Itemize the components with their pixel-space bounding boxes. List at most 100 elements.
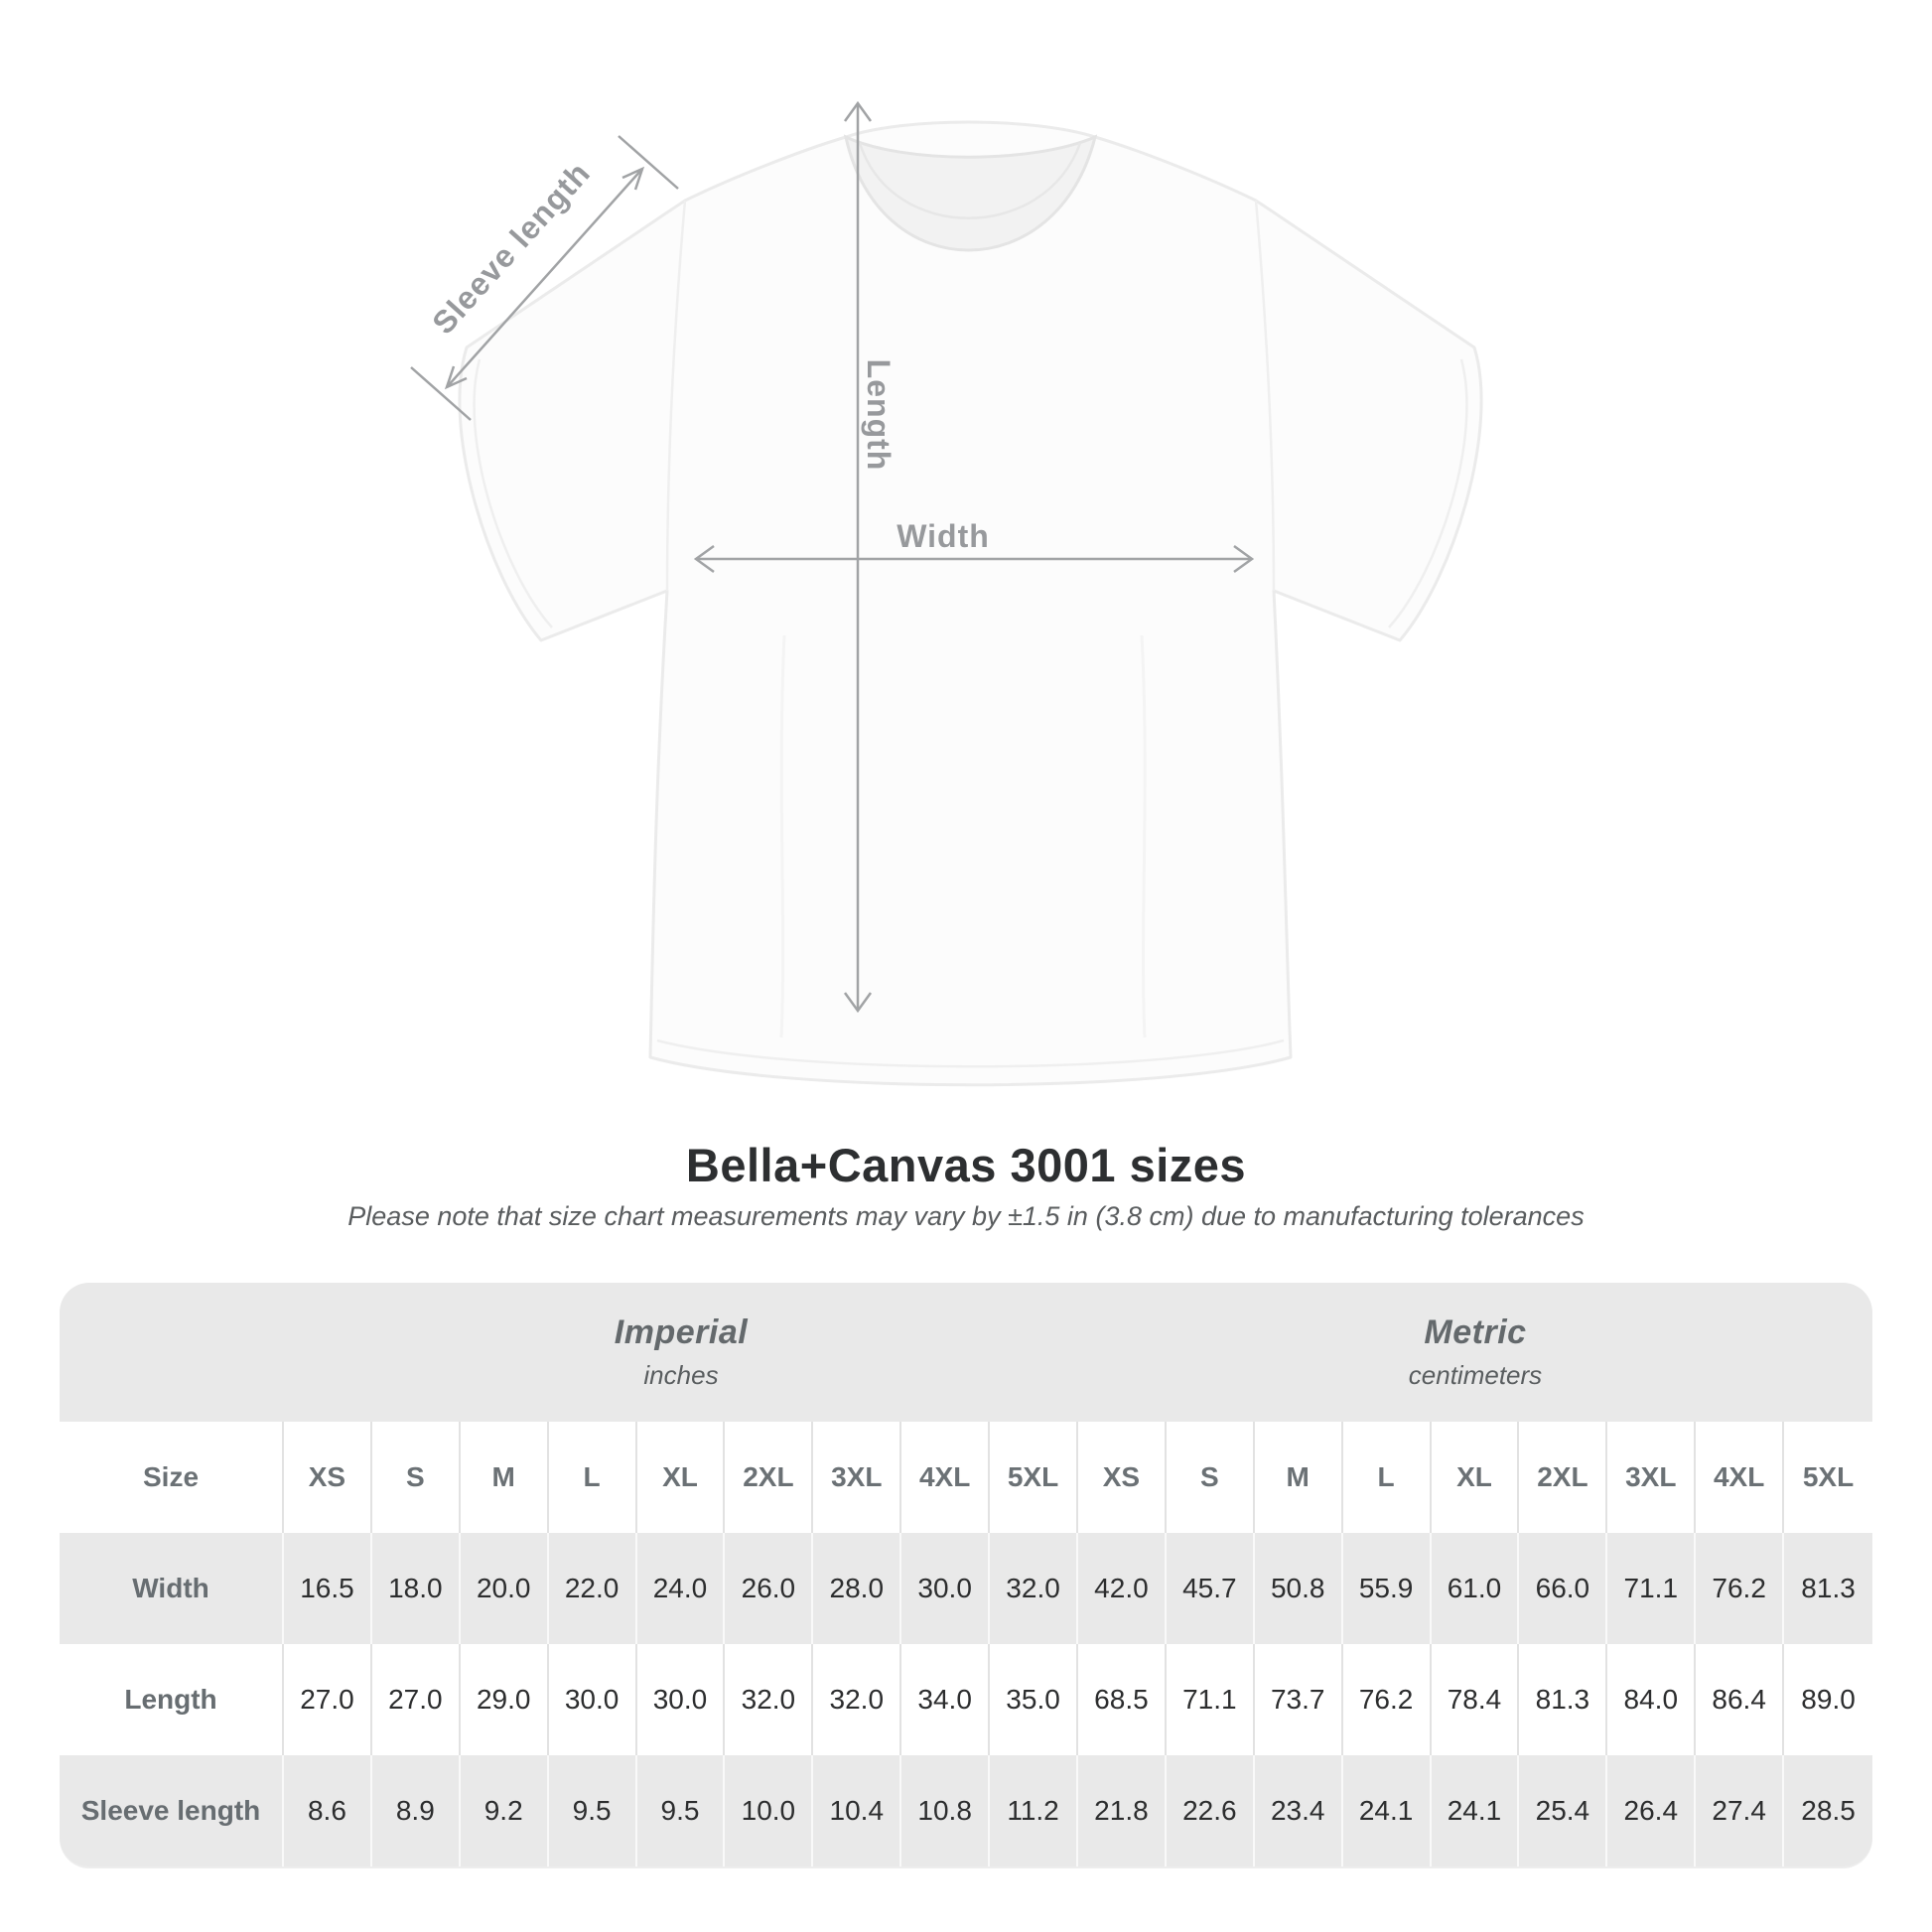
measurement-value-cell: 84.0 <box>1607 1644 1697 1755</box>
metric-group-unit: centimeters <box>1408 1360 1543 1390</box>
row-label-cell: Width <box>60 1533 284 1644</box>
size-header-cell: 2XL <box>725 1422 814 1533</box>
size-header-cell: L <box>548 1422 637 1533</box>
measurement-value-cell: 30.0 <box>636 1644 726 1755</box>
measurement-value-cell: 20.0 <box>461 1533 549 1644</box>
size-header-cell: M <box>1254 1422 1343 1533</box>
size-header-cell: 4XL <box>1696 1422 1785 1533</box>
size-header-cell: 3XL <box>1607 1422 1697 1533</box>
measurement-value-cell: 71.1 <box>1607 1533 1697 1644</box>
tshirt-wrinkle-left <box>779 634 786 1038</box>
imperial-group-name: Imperial <box>614 1313 749 1351</box>
size-header-cell: 4XL <box>901 1422 991 1533</box>
measurement-value-cell: 23.4 <box>1255 1755 1343 1866</box>
tshirt-hem-stitch <box>656 1038 1285 1068</box>
measurement-value-cell: 9.5 <box>637 1755 726 1866</box>
size-header-cell: M <box>460 1422 549 1533</box>
size-header-cell: XL <box>1431 1422 1520 1533</box>
measurement-value-cell: 22.6 <box>1167 1755 1255 1866</box>
measurement-value-cell: 24.1 <box>1343 1755 1432 1866</box>
imperial-group-unit: inches <box>643 1360 719 1390</box>
page-subtitle: Please note that size chart measurements… <box>347 1201 1585 1231</box>
measurement-value-cell: 68.5 <box>1077 1644 1167 1755</box>
measurement-value-cell: 71.1 <box>1166 1644 1255 1755</box>
measurement-value-cell: 9.5 <box>549 1755 637 1866</box>
measurement-value-cell: 30.0 <box>901 1533 991 1644</box>
measurement-value-cell: 61.0 <box>1432 1533 1520 1644</box>
measurement-value-cell: 29.0 <box>460 1644 549 1755</box>
measurement-value-cell: 25.4 <box>1519 1755 1608 1866</box>
tshirt-right-cuff-stitch <box>1388 358 1468 628</box>
measurement-value-cell: 8.6 <box>284 1755 372 1866</box>
size-header-cell: XL <box>636 1422 726 1533</box>
measurement-value-cell: 24.1 <box>1432 1755 1520 1866</box>
size-header-cell: S <box>1166 1422 1255 1533</box>
metric-group-name: Metric <box>1424 1313 1527 1351</box>
measurement-value-cell: 89.0 <box>1784 1644 1872 1755</box>
size-column-header: Size <box>60 1422 284 1533</box>
tshirt-graphic: Sleeve length Length Width <box>410 100 1483 1087</box>
size-header-cell: 2XL <box>1519 1422 1608 1533</box>
size-table: Imperial inches Metric centimeters Size X… <box>60 1283 1872 1866</box>
tshirt-collar-opening <box>843 134 1098 252</box>
length-label: Length <box>861 359 897 472</box>
size-header-cell: L <box>1342 1422 1432 1533</box>
measurement-value-cell: 27.4 <box>1696 1755 1785 1866</box>
row-label-cell: Sleeve length <box>60 1755 284 1866</box>
width-label: Width <box>897 518 990 554</box>
page-title: Bella+Canvas 3001 sizes <box>685 1139 1247 1191</box>
measurement-value-cell: 76.2 <box>1342 1644 1432 1755</box>
tshirt-collar-band-line <box>858 142 1082 219</box>
measurement-value-cell: 81.3 <box>1801 1573 1856 1603</box>
measurement-value-cell: 66.0 <box>1519 1533 1608 1644</box>
tshirt-silhouette <box>458 120 1483 1087</box>
imperial-group-header: Imperial inches <box>284 1283 1078 1422</box>
measurement-value-cell: 11.2 <box>990 1755 1078 1866</box>
measurement-value-cell: 81.3 <box>1519 1644 1608 1755</box>
measurement-value-cell: 27.0 <box>284 1644 372 1755</box>
size-header-cell: XS <box>284 1422 372 1533</box>
measurement-value-cell: 34.0 <box>901 1644 991 1755</box>
size-header-cell: 5XL <box>1784 1422 1872 1533</box>
sleeve-length-arrow <box>410 135 679 421</box>
measurement-value-cell: 21.8 <box>1078 1755 1167 1866</box>
tshirt-left-sleeve-seam <box>665 200 687 592</box>
size-header-cell: 3XL <box>813 1422 902 1533</box>
measurement-value-cell: 26.4 <box>1607 1755 1697 1866</box>
measurement-value-cell: 86.4 <box>1696 1644 1785 1755</box>
size-header-cell: XS <box>1077 1422 1167 1533</box>
width-arrow <box>693 544 1255 574</box>
measurement-value-cell: 28.0 <box>813 1533 902 1644</box>
size-header-cell: 5XL <box>990 1422 1078 1533</box>
measurement-value-cell: 30.0 <box>548 1644 637 1755</box>
size-header-cell: S <box>371 1422 461 1533</box>
measurement-value-cell: 28.5 <box>1801 1795 1856 1826</box>
measurement-value-cell: 26.0 <box>725 1533 814 1644</box>
measurement-value-cell: 8.9 <box>372 1755 461 1866</box>
measurement-value-cell: 32.0 <box>813 1644 902 1755</box>
measurement-value-cell: 78.4 <box>1431 1644 1520 1755</box>
metric-group-header: Metric centimeters <box>1078 1283 1872 1422</box>
measurement-value-cell: 27.0 <box>371 1644 461 1755</box>
measurement-value-cell: 18.0 <box>372 1533 461 1644</box>
measurement-value-cell: 16.5 <box>284 1533 372 1644</box>
measurement-value-cell: 24.0 <box>637 1533 726 1644</box>
measurement-value-cell: 32.0 <box>990 1533 1078 1644</box>
tshirt-measurement-diagram: Sleeve length Length Width <box>410 100 1483 1087</box>
row-label-cell: Length <box>60 1644 284 1755</box>
measurement-value-cell: 22.0 <box>549 1533 637 1644</box>
tshirt-left-cuff-stitch <box>473 358 553 628</box>
length-arrow <box>843 100 873 1014</box>
measurement-value-cell: 55.9 <box>1343 1533 1432 1644</box>
measurement-value-cell: 76.2 <box>1696 1533 1785 1644</box>
band-spacer <box>60 1283 284 1422</box>
measurement-value-cell: 35.0 <box>990 1644 1078 1755</box>
measurement-value-cell: 73.7 <box>1254 1644 1343 1755</box>
measurement-value-cell: 45.7 <box>1167 1533 1255 1644</box>
measurement-value-cell: 10.4 <box>813 1755 902 1866</box>
measurement-value-cell: 50.8 <box>1255 1533 1343 1644</box>
measurement-value-cell: 42.0 <box>1078 1533 1167 1644</box>
tshirt-right-sleeve-seam <box>1254 200 1276 592</box>
tshirt-wrinkle-right <box>1140 634 1147 1038</box>
measurement-value-cell: 32.0 <box>725 1644 814 1755</box>
